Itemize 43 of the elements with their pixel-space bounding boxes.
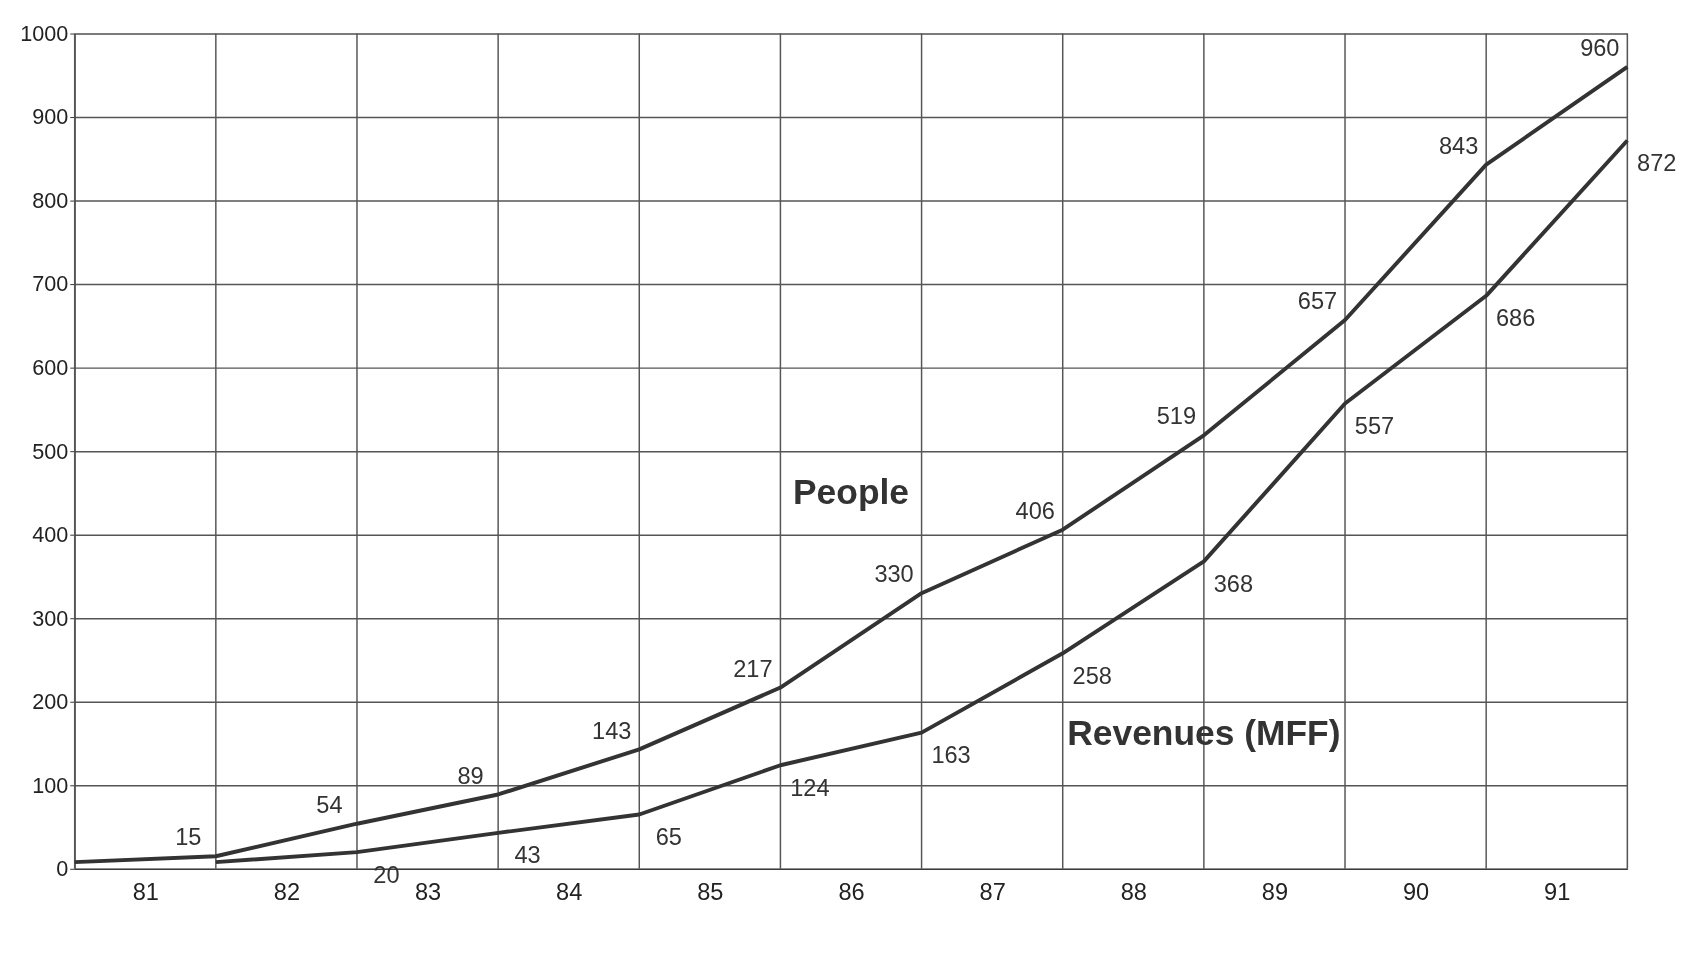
y-tick-label: 100 (32, 772, 69, 798)
x-tick-label: 82 (273, 878, 301, 905)
data-label: 557 (1354, 413, 1395, 440)
data-label: 43 (514, 842, 541, 869)
y-tick-label: 800 (32, 187, 69, 213)
data-label: 843 (1438, 132, 1479, 159)
y-tick-label: 500 (32, 438, 69, 464)
y-tick-label: 900 (32, 104, 69, 130)
data-label: 519 (1156, 403, 1197, 430)
x-tick-label: 86 (838, 878, 865, 905)
x-tick-label: 91 (1544, 878, 1571, 905)
y-tick-label: 400 (32, 522, 69, 548)
data-label: 89 (457, 762, 484, 789)
x-tick-label: 90 (1402, 878, 1430, 905)
data-label: 217 (733, 655, 773, 682)
x-tick-label: 85 (697, 878, 724, 905)
data-label: 960 (1580, 35, 1620, 62)
x-tick-label: 88 (1120, 878, 1147, 905)
line-series (213, 138, 1630, 865)
data-label: 406 (1015, 497, 1055, 524)
y-tick-label: 300 (32, 605, 69, 631)
data-label: 368 (1213, 570, 1254, 597)
data-label: 143 (592, 717, 632, 744)
data-label: 54 (316, 791, 343, 818)
y-tick-label: 1000 (20, 20, 69, 46)
x-tick-label: 89 (1261, 878, 1289, 905)
x-tick-label: 87 (979, 878, 1006, 905)
x-tick-label: 81 (132, 878, 159, 905)
data-label: 330 (874, 561, 914, 588)
x-tick-label: 83 (414, 878, 442, 905)
y-tick-label: 700 (32, 271, 69, 297)
data-label: 686 (1495, 305, 1536, 332)
data-label: 65 (655, 823, 682, 850)
data-label: 15 (175, 824, 202, 851)
y-tick-label: 200 (32, 689, 69, 715)
data-label: 163 (931, 742, 971, 769)
text: People (793, 471, 909, 511)
y-tick-label: 600 (32, 355, 69, 381)
data-label: 657 (1297, 288, 1338, 315)
y-tick-label: 0 (56, 856, 69, 882)
data-label: 872 (1637, 149, 1677, 176)
data-label: 258 (1072, 662, 1112, 689)
x-tick-label: 84 (556, 878, 583, 905)
